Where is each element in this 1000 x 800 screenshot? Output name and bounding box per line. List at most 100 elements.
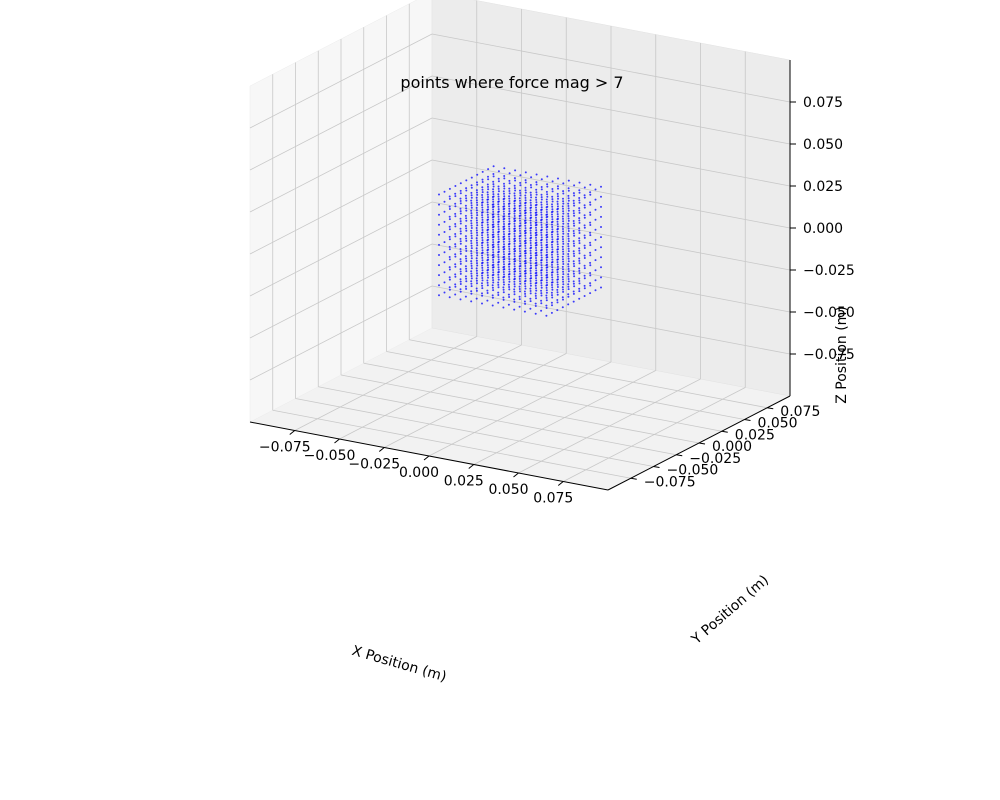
scatter-point [550,251,553,254]
scatter-point [475,217,478,219]
scatter-point [475,267,478,270]
scatter-point [594,259,597,262]
scatter-point [545,231,548,234]
scatter-point [534,264,537,267]
scatter-point [600,286,602,289]
scatter-point [523,209,526,212]
scatter-point [529,244,532,247]
scatter-point [534,242,537,245]
scatter-point [459,278,462,281]
scatter-point [448,278,451,281]
scatter-point [497,205,500,208]
scatter-point [481,269,484,272]
scatter-point [470,275,473,277]
scatter-point [572,290,575,293]
scatter-point [524,282,527,285]
scatter-point [583,267,586,270]
scatter-point [567,270,570,273]
scatter-point [513,238,516,240]
scatter-point [448,288,451,291]
scatter-point [534,244,537,247]
scatter-point [534,305,537,307]
scatter-point [508,215,511,218]
scatter-point [524,262,527,265]
scatter-point [529,300,532,303]
scatter-point [535,239,538,242]
scatter-point [508,296,511,298]
scatter-point [535,173,538,176]
scatter-point [497,180,500,183]
scatter-point [562,240,565,243]
scatter-point [540,209,543,211]
scatter-point [529,214,532,217]
scatter-point [589,221,592,224]
scatter-point [583,277,586,280]
scatter-point [578,259,581,262]
scatter-point [508,230,511,233]
scatter-point [519,184,522,187]
scatter-point [529,284,532,287]
scatter-point [465,229,468,232]
scatter-point [481,204,484,207]
scatter-point [562,242,565,245]
scatter-point [487,276,489,279]
scatter-point [600,276,602,279]
scatter-point [513,252,516,255]
scatter-point [492,198,495,201]
scatter-point [556,208,559,211]
scatter-point [470,239,473,242]
scatter-point [519,192,522,194]
scatter-point [502,240,505,243]
scatter-point [481,282,483,285]
scatter-point [567,212,570,215]
scatter-point [578,221,581,224]
scatter-point [545,200,548,203]
y-gridline-floor [295,398,654,467]
scatter-point [503,167,506,170]
scatter-point [438,193,440,196]
scatter-point [567,209,570,212]
scatter-point [497,278,500,281]
scatter-point [448,205,451,208]
scatter-point [556,299,559,301]
scatter-point [481,246,484,249]
z-gridline-back [431,201,791,271]
scatter-point [508,248,511,250]
scatter-point [487,206,489,208]
scatter-point [524,265,527,267]
scatter-point [524,277,527,280]
scatter-point [481,231,483,234]
scatter-point [567,205,570,207]
scatter-point [540,221,543,224]
scatter-point [502,250,505,253]
scatter-points [438,165,602,317]
scatter-point [454,202,457,205]
z-tick-label: −0.075 [803,347,855,363]
scatter-point [476,262,478,265]
scatter-point [556,291,559,294]
scatter-point [448,286,451,289]
x-tick-label: −0.025 [348,457,400,473]
scatter-point [545,248,548,251]
scatter-point [507,303,510,306]
scatter-point [594,289,597,292]
scatter-point [600,266,602,269]
scatter-point [519,181,522,184]
scatter-point [556,200,559,203]
scatter-point [513,210,516,213]
scatter-point [454,212,457,215]
scatter-point [464,275,467,278]
scatter-point [481,284,484,287]
scatter-point [481,249,484,252]
scatter-point [481,191,484,194]
scatter-point [459,200,462,202]
scatter-point [573,285,576,288]
scatter-point [481,211,483,214]
scatter-point [540,206,543,209]
scatter-point [502,268,505,271]
scatter-point [540,302,543,305]
scatter-point [551,276,554,279]
scatter-point [497,301,500,304]
scatter-point [518,255,521,258]
scatter-point [476,254,479,257]
